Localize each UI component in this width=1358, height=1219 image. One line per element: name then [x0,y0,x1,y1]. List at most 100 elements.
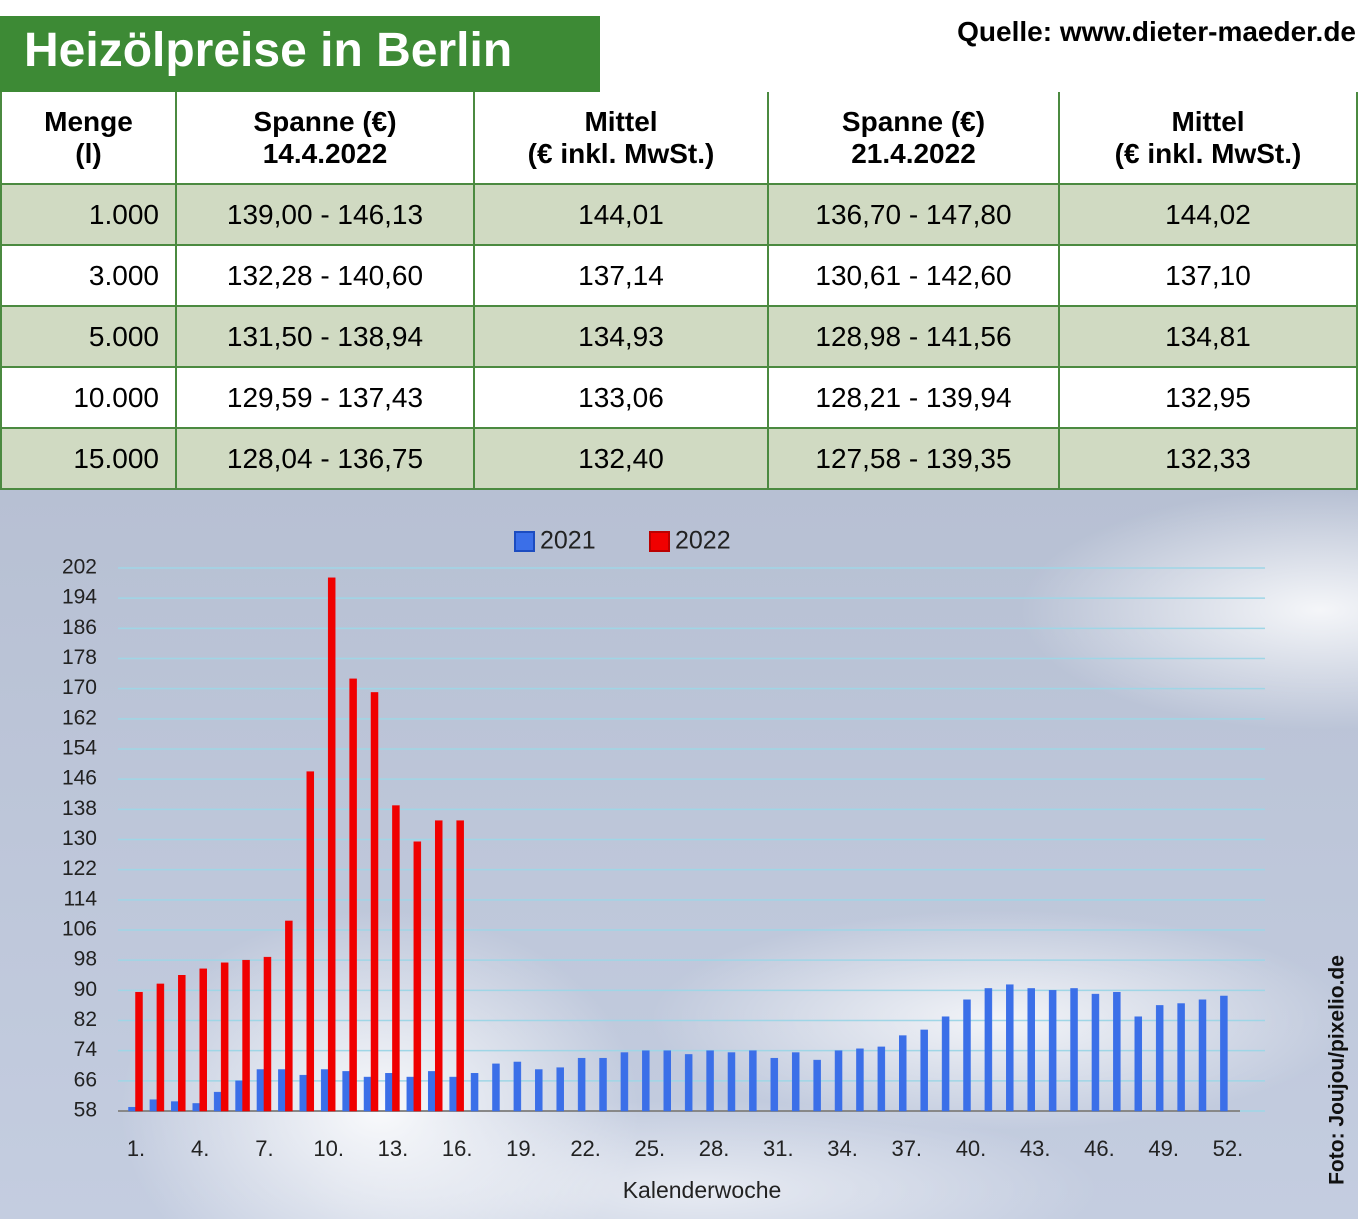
bar [235,1080,243,1112]
bar [327,577,336,1112]
bar [642,1050,650,1112]
table-cell: 132,28 - 140,60 [177,246,475,305]
table-cell: 128,98 - 141,56 [769,307,1060,366]
table-cell: 134,81 [1060,307,1358,366]
table-cell: 144,02 [1060,185,1358,244]
bar [770,1057,779,1112]
x-tick-label: 46. [1084,1136,1115,1161]
bar [813,1059,821,1112]
bar [727,1052,736,1112]
header-cell: Mittel (€ inkl. MwSt.) [1060,92,1358,183]
bar [299,1074,308,1112]
bar [535,1069,543,1112]
bar [434,820,443,1112]
bar [941,1016,950,1112]
bar [663,1050,671,1112]
header-line: Spanne (€) [841,105,986,137]
bar [1070,988,1078,1112]
legend-swatch [514,531,535,552]
bar [877,1046,886,1112]
bar [285,920,293,1112]
bar [349,678,357,1112]
bar [1198,999,1207,1112]
bar [385,1073,393,1112]
bar [171,1101,179,1112]
bar [1177,1003,1185,1112]
header-line: 21.4.2022 [851,137,976,169]
table-row: 5.000 131,50 - 138,94 134,93 128,98 - 141,5… [0,307,1358,368]
x-axis-label: Kalenderwoche [623,1177,782,1203]
bar [427,1071,436,1112]
x-tick-label: 22. [570,1136,601,1161]
bar [577,1057,586,1112]
y-tick-label: 74 [74,1038,98,1061]
table-cell: 128,04 - 136,75 [177,429,475,488]
y-tick-label: 194 [62,586,97,609]
x-tick-label: 1. [127,1136,145,1161]
y-tick-label: 90 [74,978,97,1001]
bar [278,1069,286,1112]
y-tick-label: 138 [62,797,97,820]
title: Heizölpreise in Berlin [0,16,600,92]
table-cell: 137,10 [1060,246,1358,305]
bar [199,968,207,1112]
table-cell: 132,33 [1060,429,1358,488]
x-tick-label: 25. [635,1136,666,1161]
bar [920,1029,928,1112]
header-line: (€ inkl. MwSt.) [1114,137,1302,169]
bar [1155,1005,1164,1112]
table-cell: 128,21 - 139,94 [769,368,1060,427]
bar [684,1054,693,1112]
y-tick-label: 58 [74,1099,97,1122]
bar [984,988,993,1112]
x-tick-label: 16. [442,1136,473,1161]
bar [263,956,272,1112]
header-cell: Mittel (€ inkl. MwSt.) [475,92,769,183]
header-line: Mittel [584,105,658,137]
y-tick-label: 98 [74,948,97,971]
x-tick-label: 31. [763,1136,794,1161]
bar [449,1076,457,1112]
bar [1006,984,1014,1112]
y-tick-label: 162 [62,706,97,729]
y-tick-label: 82 [74,1008,97,1031]
y-tick-label: 186 [62,616,97,639]
x-tick-label: 7. [255,1136,273,1161]
table-cell: 139,00 - 146,13 [177,185,475,244]
bar [492,1063,500,1112]
y-tick-label: 114 [64,887,98,910]
bar [306,771,315,1112]
price-table: Menge (l) Spanne (€) 14.4.2022 Mittel (€ inkl… [0,92,1358,490]
source: Quelle: www.dieter-maeder.de [957,16,1356,47]
bar [413,841,422,1112]
y-tick-label: 130 [62,827,97,850]
bar [963,999,971,1112]
x-tick-label: 28. [699,1136,730,1161]
bar [1113,991,1121,1112]
x-tick-label: 19. [506,1136,537,1161]
header-line: Spanne (€) [253,105,397,137]
bar [128,1106,136,1112]
y-tick-label: 202 [62,556,97,579]
legend-label: 2021 [540,527,596,555]
x-tick-label: 4. [191,1136,209,1161]
header-row: Menge (l) Spanne (€) 14.4.2022 Mittel (€ inkl… [0,92,1358,185]
table-cell: 130,61 - 142,60 [769,246,1060,305]
table-cell: 134,93 [475,307,769,366]
header-line: (€ inkl. MwSt.) [527,137,715,169]
bar [1091,993,1100,1112]
table-cell: 132,40 [475,429,769,488]
bar [135,991,143,1112]
legend-label: 2022 [675,527,731,555]
table-cell: 5.000 [0,307,177,366]
bar [1134,1016,1143,1112]
bar [342,1071,350,1112]
table-cell: 3.000 [0,246,177,305]
table-cell: 133,06 [475,368,769,427]
bar [256,1069,265,1112]
y-tick-label: 178 [62,646,97,669]
x-tick-label: 34. [827,1136,858,1161]
bar [220,962,229,1112]
y-tick-label: 146 [62,767,97,790]
y-tick-label: 66 [74,1068,97,1091]
